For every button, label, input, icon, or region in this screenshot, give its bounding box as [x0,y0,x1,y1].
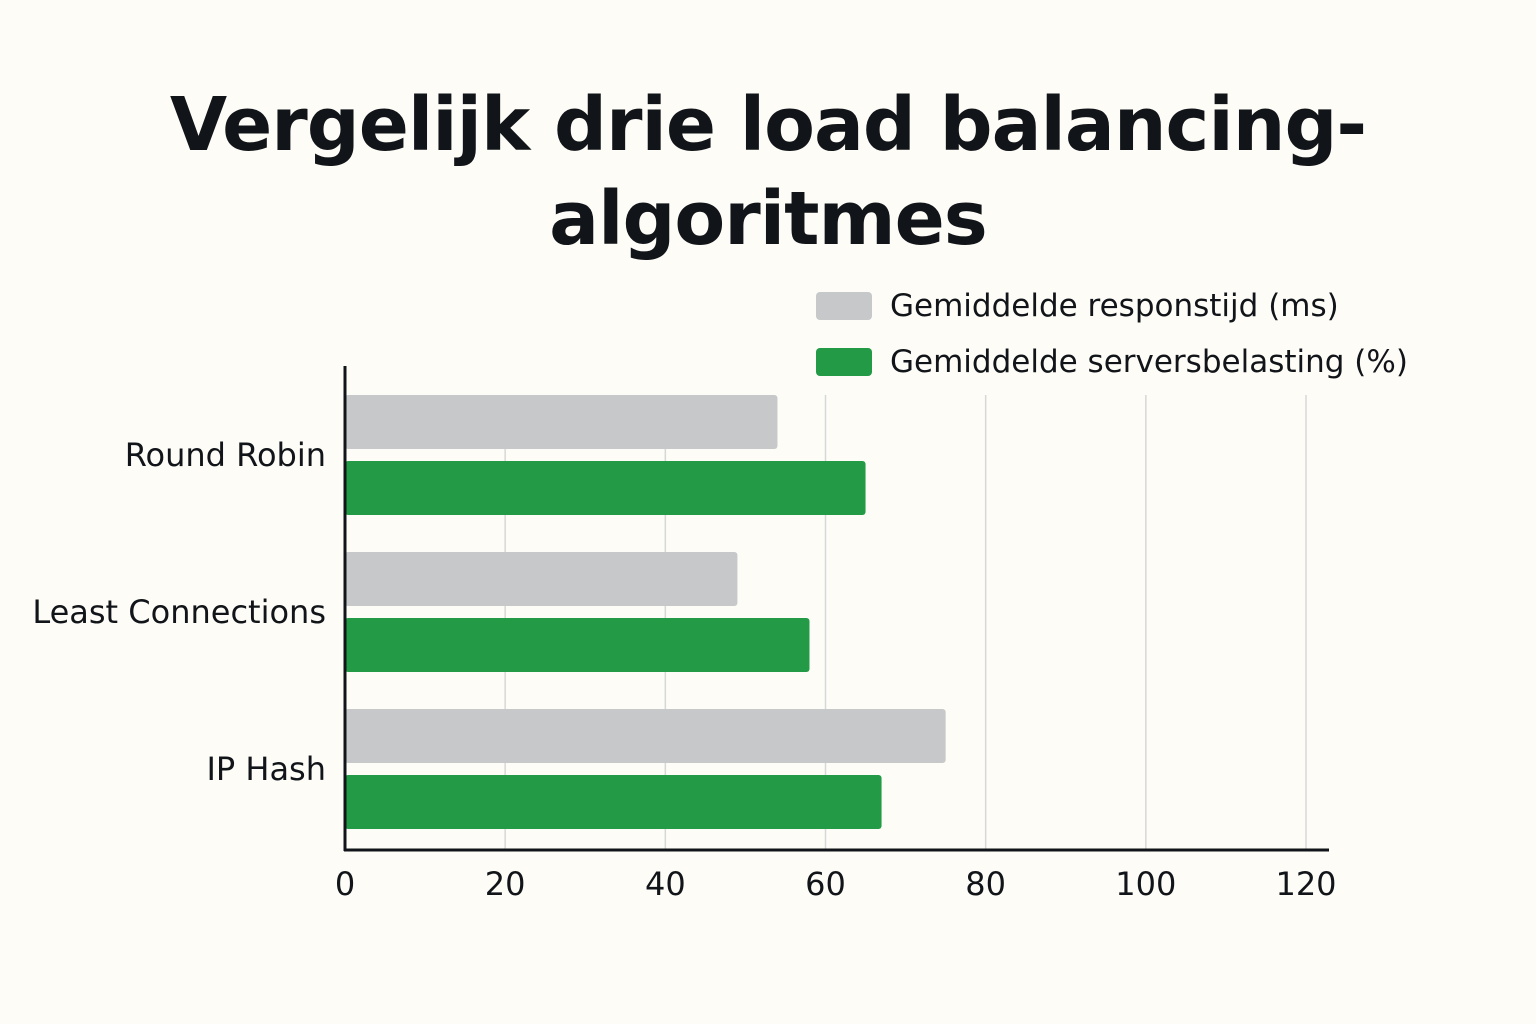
bar-round-robin-responstijd [345,395,778,449]
bar-ip-hash-responstijd [345,709,946,763]
bar-round-robin-serversbelasting [345,461,866,515]
x-tick-label-40: 40 [645,865,686,903]
legend-swatch-serversbelasting [816,348,872,376]
chart-title: Vergelijk drie load balancing- algoritme… [0,78,1536,266]
legend: Gemiddelde responstijd (ms) Gemiddelde s… [816,284,1408,396]
bar-least-connections-responstijd [345,552,738,606]
legend-label-serversbelasting: Gemiddelde serversbelasting (%) [890,344,1408,380]
bar-ip-hash-serversbelasting [345,775,882,829]
x-tick-label-120: 120 [1275,865,1336,903]
legend-item-responstijd: Gemiddelde responstijd (ms) [816,284,1408,328]
chart-title-line-1: Vergelijk drie load balancing- [169,82,1367,168]
x-tick-label-80: 80 [965,865,1006,903]
x-tick-label-0: 0 [335,865,355,903]
category-label-least-connections: Least Connections [32,593,326,631]
x-tick-label-60: 60 [805,865,846,903]
chart-title-line-2: algoritmes [549,176,988,262]
category-labels: Round Robin Least Connections IP Hash [32,436,326,788]
bar-least-connections-serversbelasting [345,618,810,672]
legend-item-serversbelasting: Gemiddelde serversbelasting (%) [816,340,1408,384]
legend-label-responstijd: Gemiddelde responstijd (ms) [890,288,1339,324]
bars [345,395,946,829]
category-label-round-robin: Round Robin [125,436,326,474]
axes [343,366,1329,852]
legend-swatch-responstijd [816,292,872,320]
x-tick-label-20: 20 [485,865,526,903]
x-tick-label-100: 100 [1115,865,1176,903]
category-label-ip-hash: IP Hash [206,750,326,788]
x-tick-labels: 0 20 40 60 80 100 120 [335,865,1337,903]
